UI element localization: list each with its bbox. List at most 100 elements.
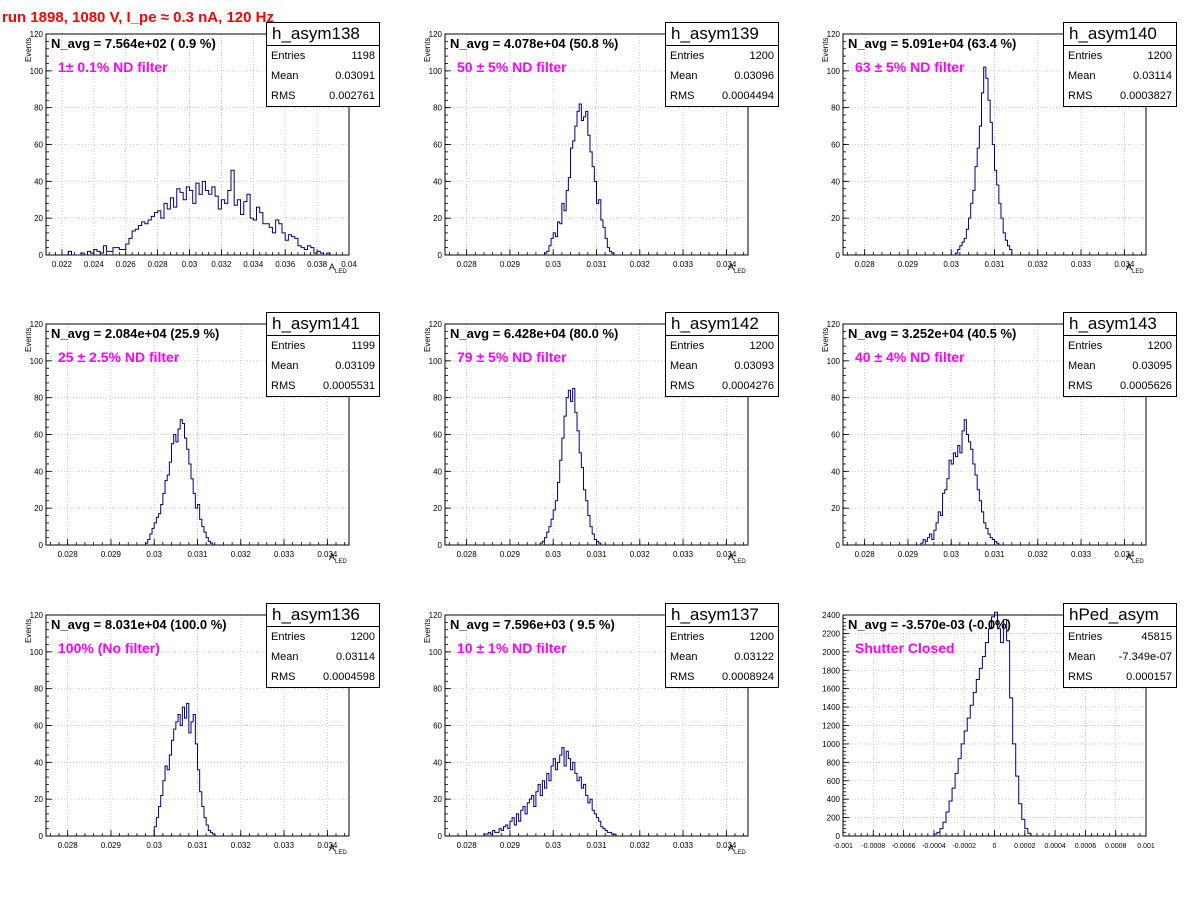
y-tick-label: 100 (429, 67, 443, 76)
y-tick-label: 80 (831, 104, 840, 113)
y-tick-label: 1400 (822, 703, 840, 712)
stats-box: h_asym139 Entries 1200 Mean 0.03096 RMS 0.0004… (665, 22, 779, 107)
stats-label: Entries (670, 50, 705, 62)
stats-row-mean: Mean 0.03122 (666, 647, 778, 667)
x-tick-label: 0.03 (943, 260, 959, 269)
histogram-plot: 0.028 0.029 0.03 0.031 0.032 0.033 0.034 0 20 40 6… (30, 320, 350, 559)
x-tick-label: 0.0002 (1014, 843, 1036, 850)
y-tick-label: 40 (433, 467, 442, 476)
stats-row-entries: Entries 1199 (267, 336, 379, 356)
stats-row-rms: RMS 0.0004276 (666, 376, 778, 396)
x-tick-label: 0.0006 (1075, 843, 1097, 850)
histogram-name: h_asym139 (666, 23, 778, 46)
y-tick-label: 60 (34, 141, 43, 150)
stats-box: h_asym142 Entries 1200 Mean 0.03093 RMS 0.0004… (665, 312, 779, 397)
stats-value: 0.03093 (734, 360, 774, 372)
y-axis-title: Events (423, 618, 432, 643)
histogram-name: h_asym136 (267, 604, 379, 627)
stats-row-rms: RMS 0.000157 (1064, 667, 1176, 687)
y-tick-label: 20 (433, 214, 442, 223)
stats-row-rms: RMS 0.0003827 (1064, 86, 1176, 106)
histogram-line (539, 387, 602, 545)
x-tick-label: 0.031 (187, 841, 208, 850)
y-tick-label: 400 (827, 795, 841, 804)
x-tick-label: 0.031 (586, 841, 607, 850)
stats-box: h_asym140 Entries 1200 Mean 0.03114 RMS 0.0003… (1063, 22, 1177, 107)
stats-value: 0.0005626 (1120, 380, 1172, 392)
y-tick-label: 0 (39, 832, 44, 841)
y-axis-title: Events (24, 618, 33, 643)
stats-value: 1200 (749, 340, 774, 352)
x-tick-label: 0.034 (1114, 550, 1135, 559)
stats-value: 0.0004494 (722, 90, 774, 102)
stats-label: Mean (271, 70, 299, 82)
histogram-name: h_asym141 (267, 313, 379, 336)
x-tick-label: 0.04 (341, 260, 357, 269)
stats-row-entries: Entries 1200 (267, 627, 379, 647)
stats-row-mean: Mean 0.03093 (666, 356, 778, 376)
x-tick-label: 0.033 (1071, 260, 1092, 269)
x-tick-label: 0.029 (101, 841, 122, 850)
x-tick-label: -0.0006 (892, 843, 916, 850)
y-tick-label: 120 (30, 320, 44, 329)
stats-row-entries: Entries 1200 (1064, 336, 1176, 356)
y-tick-label: 100 (827, 357, 841, 366)
stats-value: 1200 (1147, 50, 1172, 62)
y-tick-label: 0 (836, 251, 841, 260)
stats-label: RMS (271, 671, 296, 683)
y-tick-label: 60 (433, 431, 442, 440)
histogram-line (153, 702, 216, 836)
navg-label: N_avg = -3.570e-03 (-0.0%) (848, 617, 1011, 632)
x-tick-label: 0.029 (500, 550, 521, 559)
stats-row-rms: RMS 0.0008924 (666, 667, 778, 687)
stats-value: 0.03114 (1133, 70, 1172, 82)
x-tick-label: 0.034 (716, 550, 737, 559)
stats-value: 1200 (749, 631, 774, 643)
stats-label: RMS (670, 671, 695, 683)
x-tick-label: 0.03 (545, 841, 561, 850)
y-tick-label: 1800 (822, 666, 840, 675)
y-tick-label: 100 (30, 648, 44, 657)
x-tick-label: 0.033 (274, 841, 295, 850)
stats-label: Mean (1068, 651, 1096, 663)
stats-value: 1200 (350, 631, 375, 643)
stats-label: Mean (271, 651, 299, 663)
navg-label: N_avg = 8.031e+04 (100.0 %) (51, 617, 227, 632)
x-axis-title: ALED (728, 552, 746, 565)
x-tick-label: 0.032 (630, 260, 651, 269)
x-tick-label: 0.034 (716, 841, 737, 850)
x-axis-title: ALED (728, 843, 746, 856)
y-tick-label: 100 (429, 357, 443, 366)
filter-annotation: 1± 0.1% ND filter (58, 59, 168, 75)
run-title: run 1898, 1080 V, I_pe ≈ 0.3 nA, 120 Hz (2, 9, 274, 26)
stats-value: -7.349e-07 (1118, 651, 1172, 663)
stats-value: 0.0004598 (323, 671, 375, 683)
x-tick-label: 0.03 (146, 550, 162, 559)
y-tick-label: 1000 (822, 740, 840, 749)
x-tick-label: 0.029 (898, 550, 919, 559)
stats-label: Entries (271, 50, 306, 62)
filter-annotation: 25 ± 2.5% ND filter (58, 349, 180, 365)
y-tick-label: 60 (34, 722, 43, 731)
x-tick-label: 0.028 (58, 550, 79, 559)
x-tick-label: 0.029 (101, 550, 122, 559)
histogram-panel-h_asym141: 0.028 0.029 0.03 0.031 0.032 0.033 0.034 0 20 40 6… (0, 312, 398, 606)
histogram-panel-h_asym138: 0.022 0.024 0.026 0.028 0.03 0.032 0.034 0.036 0… (0, 22, 398, 316)
navg-label: N_avg = 7.564e+02 ( 0.9 %) (51, 36, 216, 51)
stats-value: 0.002761 (329, 90, 375, 102)
stats-row-entries: Entries 45815 (1064, 627, 1176, 647)
stats-label: RMS (271, 380, 296, 392)
stats-label: Entries (1068, 50, 1103, 62)
x-axis-title: ALED (329, 262, 347, 275)
y-axis-title: Events (821, 37, 830, 62)
y-tick-label: 80 (433, 685, 442, 694)
filter-annotation: 100% (No filter) (58, 640, 160, 656)
x-tick-label: 0.026 (116, 260, 137, 269)
x-axis-title: ALED (329, 552, 347, 565)
stats-row-mean: Mean 0.03091 (267, 66, 379, 86)
histogram-line (483, 747, 617, 836)
stats-value: 0.0008924 (722, 671, 774, 683)
x-tick-label: 0.0008 (1105, 843, 1127, 850)
y-tick-label: 80 (433, 104, 442, 113)
y-tick-label: 40 (433, 758, 442, 767)
